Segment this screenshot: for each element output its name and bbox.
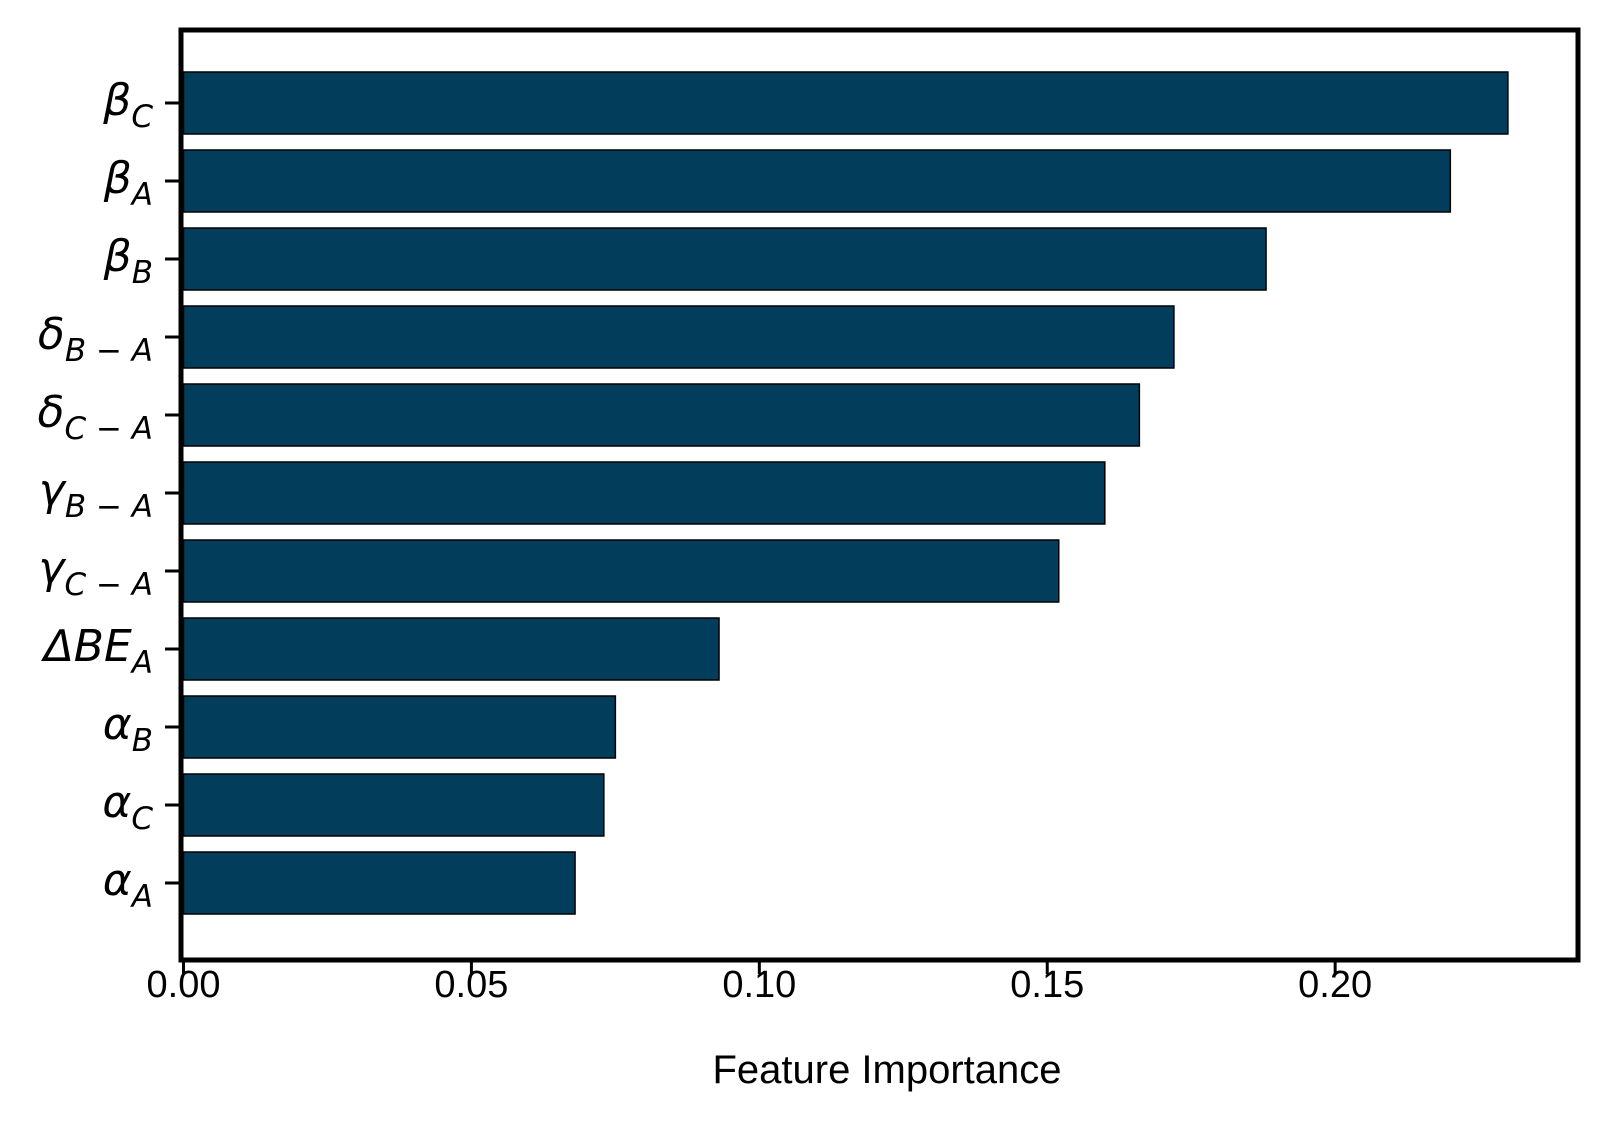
y-tick-label-5: γB − A [39,465,153,525]
bar-10 [182,851,576,915]
y-tick-label-base: β [103,153,132,204]
y-tick-label-3: δB − A [38,309,153,369]
y-tick-label-subscript: C [131,801,153,837]
bar-9 [182,773,605,837]
x-axis: 0.00 0.05 0.10 0.15 0.20 [147,960,1372,1006]
bar-5 [182,461,1106,525]
y-tick-label-base: γ [38,543,66,594]
x-tick-label-0: 0.00 [147,964,221,1006]
bar-3 [182,305,1175,369]
y-tick-label-subscript: A [130,879,153,915]
bar-6 [182,539,1060,603]
y-tick-label-base: δ [38,387,65,438]
y-tick-label-base: β [103,231,132,282]
x-tick-label-3: 0.15 [1010,964,1084,1006]
y-tick-label-6: γC − A [38,543,153,603]
x-tick-label-2: 0.10 [722,964,796,1006]
y-tick-label-8: αB [103,699,153,759]
y-tick-label-subscript: B − A [65,333,153,369]
y-tick-label-subscript: B − A [65,489,153,525]
y-tick-label-0: βC [102,75,153,135]
y-tick-label-base: β [102,75,131,126]
y-tick-label-subscript: C [131,99,153,135]
plot-frame [178,27,1581,963]
y-tick-label-1: βA [103,153,153,213]
y-tick-label-base: γ [39,465,67,516]
y-tick-label-base: α [102,777,131,828]
y-tick-label-subscript: A [130,177,153,213]
y-tick-label-subscript: B [132,723,153,759]
x-tick-label-1: 0.05 [434,964,508,1006]
bar-7 [182,617,720,681]
bar-2 [182,227,1267,291]
y-tick-label-base: ΔBE [41,621,132,672]
y-tick-label-subscript: B [132,255,153,291]
y-tick-label-subscript: C − A [64,411,153,447]
bar-0 [182,71,1509,135]
bars-group [182,71,1509,915]
y-tick-label-4: δC − A [38,387,153,447]
y-tick-label-base: δ [38,309,65,360]
y-tick-label-10: αA [103,855,153,915]
y-tick-label-2: βB [103,231,153,291]
y-tick-label-subscript: A [130,645,153,681]
bar-8 [182,695,617,759]
x-axis-label: Feature Importance [712,1048,1061,1092]
x-tick-label-4: 0.20 [1298,964,1372,1006]
y-tick-label-7: ΔBEA [41,621,153,681]
y-tick-label-9: αC [102,777,153,837]
bar-4 [182,383,1141,447]
y-tick-label-base: α [103,855,132,906]
bar-1 [182,149,1452,213]
y-tick-label-base: α [103,699,132,750]
y-tick-label-subscript: C − A [64,567,153,603]
